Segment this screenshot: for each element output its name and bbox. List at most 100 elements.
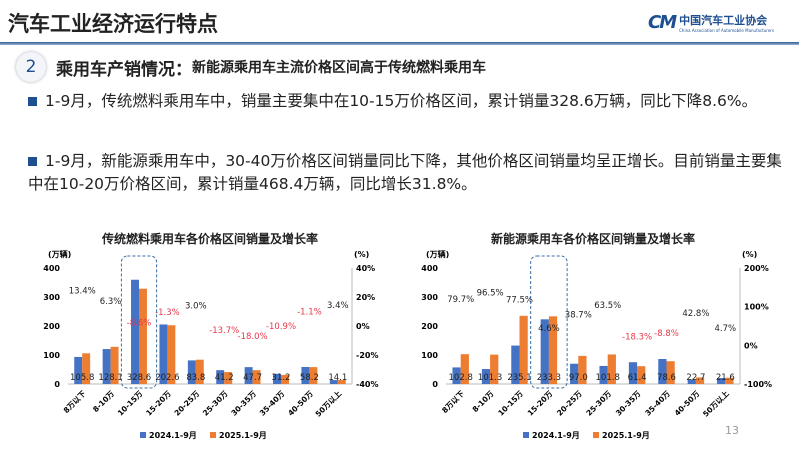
- y-tick-label: 400: [43, 264, 60, 273]
- value-label: 31.2: [272, 373, 291, 383]
- header-divider: [0, 42, 799, 45]
- growth-label: -8.8%: [654, 329, 679, 339]
- growth-label: 42.8%: [682, 309, 709, 319]
- bar-2024: [74, 356, 83, 384]
- section-subtitle: 新能源乘用车主流价格区间高于传统燃料乘用车: [192, 60, 486, 76]
- value-label: 102.8: [449, 373, 473, 383]
- y2-tick-label: -20%: [356, 351, 378, 360]
- legend-label: 2025.1-9月: [602, 431, 650, 440]
- bar-2025: [460, 354, 469, 384]
- growth-label: 79.7%: [447, 295, 474, 305]
- bullet-square-icon: [28, 97, 37, 106]
- bar-2024: [687, 379, 696, 384]
- bar-2024: [329, 380, 338, 384]
- bar-2025: [578, 355, 587, 384]
- y2-axis-label: (%): [354, 250, 369, 259]
- growth-label: 3.4%: [327, 301, 349, 311]
- value-label: 202.6: [155, 373, 179, 383]
- legend-swatch: [593, 432, 599, 438]
- bar-2025: [281, 374, 289, 384]
- growth-label: -1.3%: [155, 308, 180, 318]
- growth-label: -8.6%: [127, 318, 152, 328]
- growth-label: 63.5%: [594, 301, 621, 311]
- value-label: 128.1: [98, 373, 122, 383]
- bullet-item: 1-9月，传统燃料乘用车中，销量主要集中在10-15万价格区间，累计销量328.…: [28, 90, 788, 113]
- y-tick-label: 200: [43, 322, 60, 331]
- category-label: 25-30万: [584, 389, 613, 418]
- bar-2025: [725, 377, 734, 384]
- bar-2024: [511, 345, 520, 384]
- bar-2025: [519, 315, 528, 384]
- bar-2024: [599, 365, 608, 384]
- highlight-box: [530, 255, 568, 389]
- value-label: 22.7: [686, 373, 705, 383]
- y-tick-label: 400: [421, 264, 438, 273]
- chart-title: 新能源乘用车各价格区间销量及增长率: [491, 231, 695, 246]
- section-number: 2: [16, 52, 46, 82]
- bar-2024: [540, 319, 549, 384]
- bar-2025: [548, 316, 558, 384]
- category-label: 8万以下: [440, 389, 466, 415]
- chart-title: 传统燃料乘用车各价格区间销量及增长率: [101, 231, 318, 246]
- bar-2025: [337, 379, 346, 384]
- category-label: 50万以上: [313, 388, 344, 419]
- growth-label: 13.4%: [69, 287, 96, 297]
- bar-2025: [607, 354, 616, 384]
- value-label: 235.1: [507, 373, 531, 383]
- category-label: 30-35万: [614, 389, 643, 418]
- category-label: 20-25万: [173, 389, 202, 418]
- y-tick-label: 200: [421, 322, 438, 331]
- bar-2024: [717, 378, 726, 384]
- bullet-item: 1-9月，新能源乘用车中，30-40万价格区间销量同比下降，其他价格区间销量均呈…: [28, 150, 788, 196]
- growth-label: -1.1%: [297, 308, 322, 318]
- section-title: 乘用车产销情况：: [56, 59, 192, 80]
- bar-2024: [628, 362, 638, 384]
- growth-label: 3.0%: [185, 302, 207, 312]
- growth-label: -13.7%: [209, 326, 239, 336]
- legend-label: 2025.1-9月: [219, 431, 267, 440]
- y-tick-label: 100: [421, 351, 438, 360]
- bar-2024: [131, 279, 139, 384]
- bar-2025: [82, 353, 91, 384]
- bar-2025: [167, 325, 176, 384]
- bar-2025: [139, 288, 147, 384]
- y-tick-label: 300: [421, 293, 438, 302]
- category-label: 20-25万: [555, 389, 584, 418]
- category-label: 15-20万: [144, 389, 173, 418]
- logo-cn: 中国汽车工业协会: [679, 14, 768, 27]
- bar-2025: [309, 367, 318, 384]
- bar-2024: [216, 370, 225, 384]
- y2-tick-label: 100%: [744, 303, 769, 312]
- fuel-car-chart: 传统燃料乘用车各价格区间销量及增长率 (万辆) (%) 0 100 200 300 400 -4…: [43, 231, 378, 440]
- bar-2024: [481, 369, 491, 384]
- value-label: 47.7: [243, 373, 262, 383]
- page-number: 13: [725, 424, 739, 437]
- bar-2024: [301, 366, 310, 384]
- y-axis-label: (万辆): [426, 249, 449, 259]
- bar-2024: [187, 360, 196, 384]
- growth-label: 38.7%: [565, 311, 592, 321]
- category-label: 35-40万: [643, 389, 672, 418]
- category-label: 40-50万: [286, 389, 315, 418]
- logo-en: China Association of Automobile Manufact…: [679, 28, 775, 33]
- y-tick-label: 300: [43, 293, 60, 302]
- bar-2024: [159, 324, 168, 384]
- category-label: 8-10万: [471, 389, 496, 414]
- y2-axis-label: (%): [742, 250, 757, 259]
- legend-label: 2024.1-9月: [149, 431, 197, 440]
- legend-swatch: [523, 432, 529, 438]
- growth-label: 96.5%: [477, 288, 504, 298]
- bar-2024: [570, 363, 579, 384]
- logo-mark-icon: CM: [648, 12, 677, 33]
- y-axis-label: (万辆): [48, 249, 71, 259]
- y2-tick-label: -40%: [356, 380, 378, 389]
- category-label: 30-35万: [229, 389, 258, 418]
- y2-tick-label: 40%: [356, 264, 375, 273]
- value-label: 14.1: [328, 373, 347, 383]
- bar-2025: [195, 359, 204, 384]
- nev-chart: 新能源乘用车各价格区间销量及增长率 (万辆) (%) 0 100 200 300 400 -10…: [421, 231, 772, 440]
- value-label: 78.6: [657, 373, 676, 383]
- value-label: 61.4: [628, 373, 647, 383]
- bar-2024: [452, 367, 461, 384]
- category-label: 35-40万: [258, 389, 287, 418]
